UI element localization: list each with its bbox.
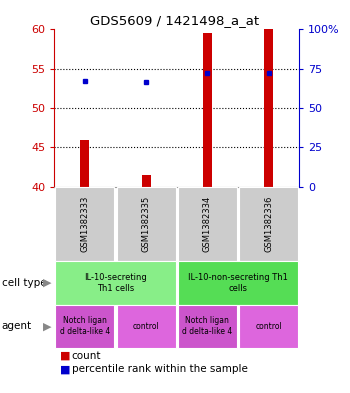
Text: ■: ■ <box>60 364 70 375</box>
Text: control: control <box>133 322 160 331</box>
Text: Notch ligan
d delta-like 4: Notch ligan d delta-like 4 <box>60 316 110 336</box>
Bar <box>141 175 151 187</box>
Text: Notch ligan
d delta-like 4: Notch ligan d delta-like 4 <box>182 316 232 336</box>
Bar <box>80 140 90 187</box>
Text: count: count <box>72 351 101 361</box>
Text: cell type: cell type <box>2 278 46 288</box>
Bar <box>203 33 212 187</box>
Bar <box>264 29 273 187</box>
Text: GSM1382334: GSM1382334 <box>203 196 212 252</box>
Text: IL-10-non-secreting Th1
cells: IL-10-non-secreting Th1 cells <box>188 273 288 293</box>
Text: control: control <box>255 322 282 331</box>
Text: ▶: ▶ <box>43 321 51 331</box>
Text: ■: ■ <box>60 351 70 361</box>
Text: GSM1382336: GSM1382336 <box>264 196 273 252</box>
Text: ▶: ▶ <box>43 278 51 288</box>
Text: GSM1382335: GSM1382335 <box>142 196 150 252</box>
Text: percentile rank within the sample: percentile rank within the sample <box>72 364 248 375</box>
Text: GDS5609 / 1421498_a_at: GDS5609 / 1421498_a_at <box>90 14 260 27</box>
Text: GSM1382333: GSM1382333 <box>80 196 89 252</box>
Text: IL-10-secreting
Th1 cells: IL-10-secreting Th1 cells <box>84 273 147 293</box>
Text: agent: agent <box>2 321 32 331</box>
